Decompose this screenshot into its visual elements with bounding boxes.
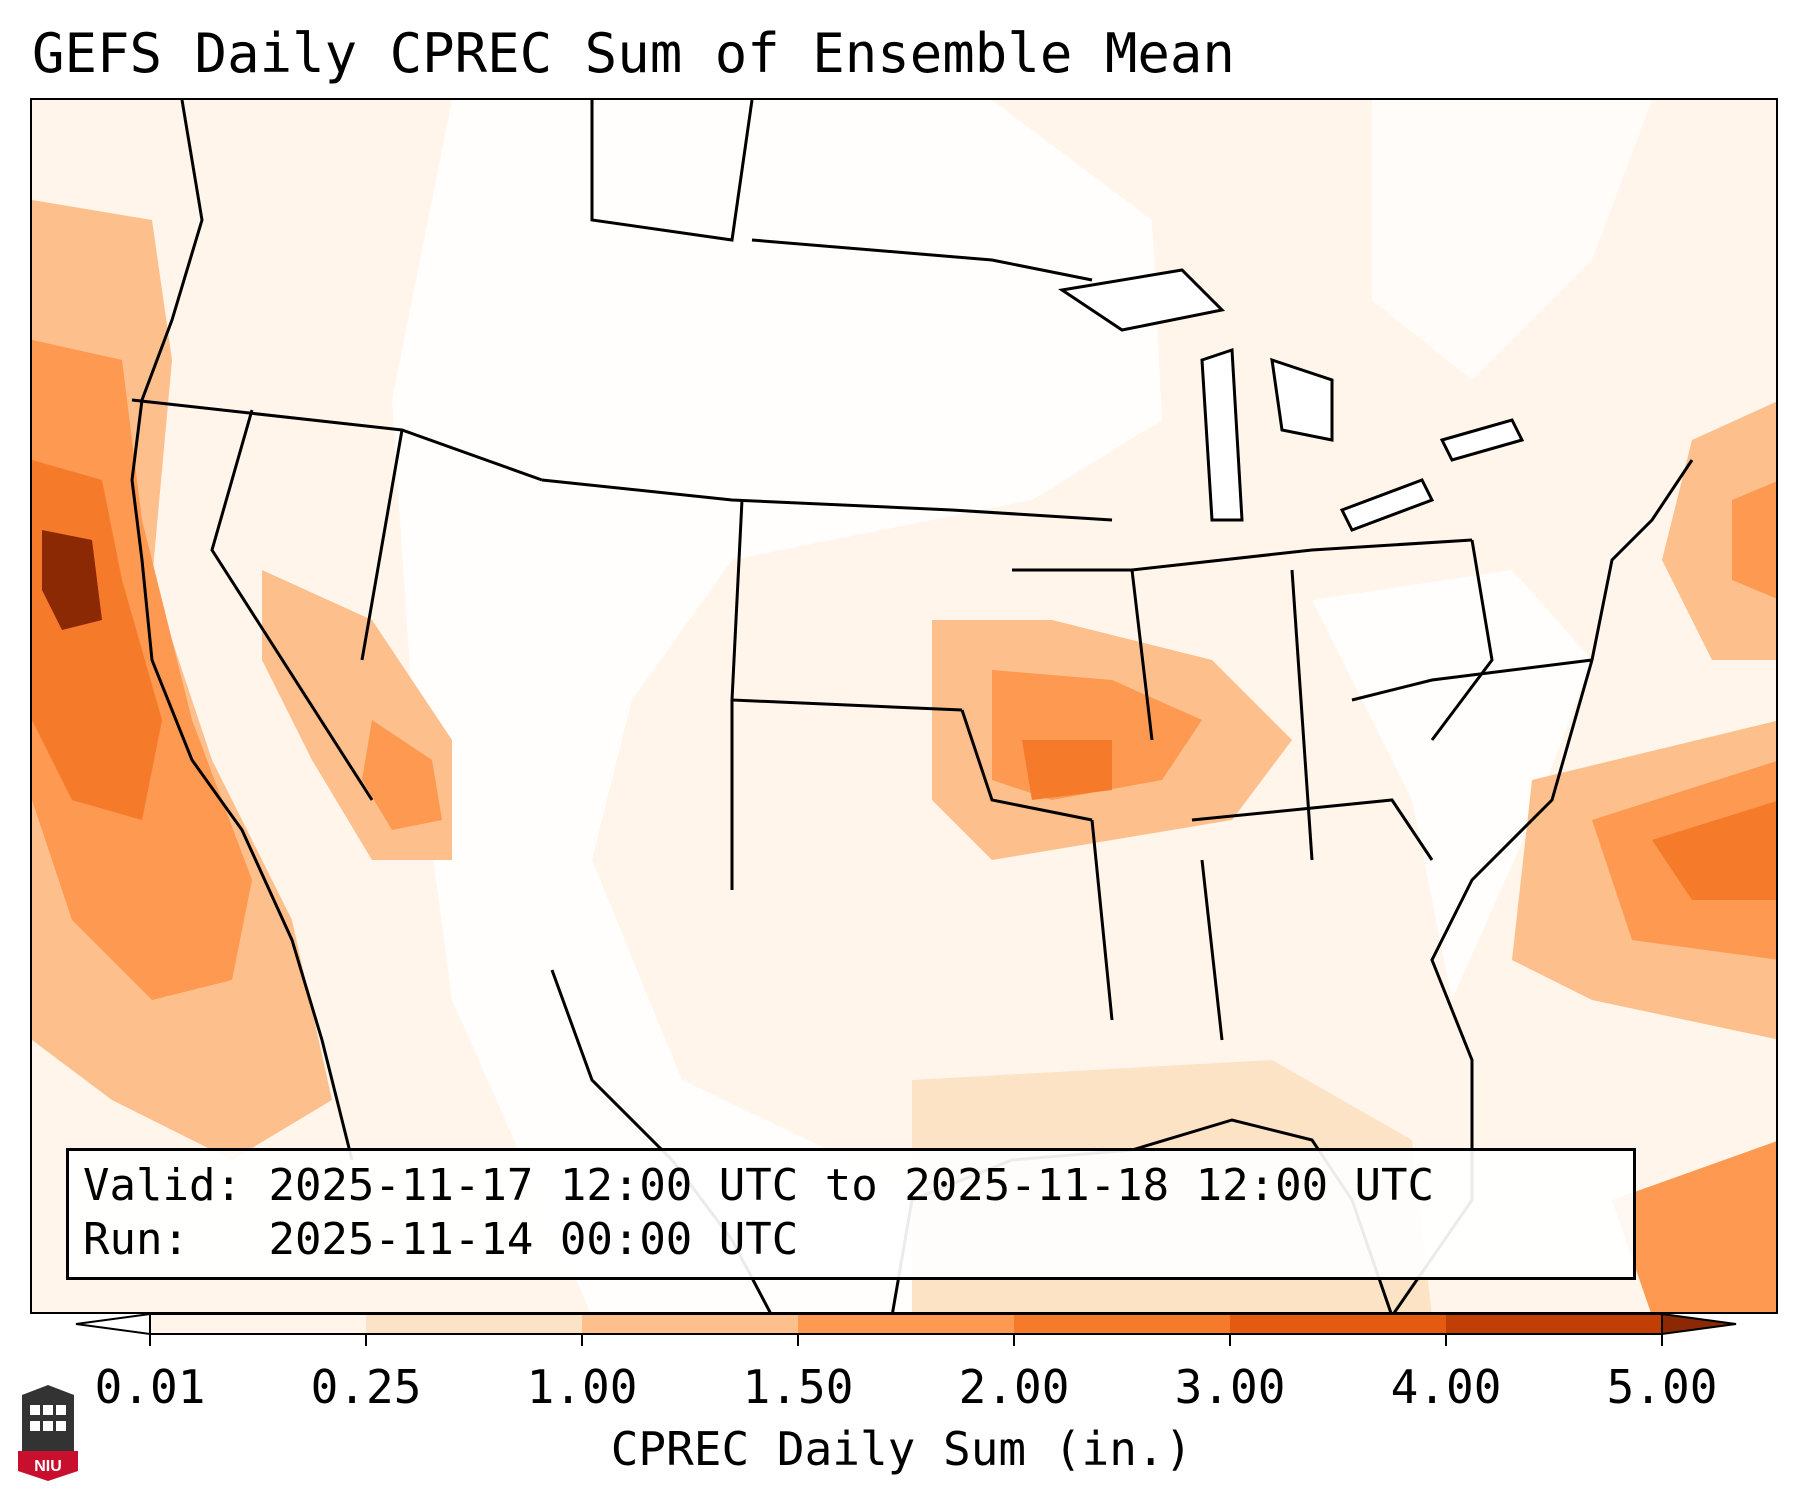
southwest-core: [362, 720, 442, 830]
dry-zone-east: [1312, 570, 1592, 1000]
colorbar-swatch: [1014, 1314, 1231, 1334]
valid-run-info-box: Valid: 2025-11-17 12:00 UTC to 2025-11-1…: [66, 1148, 1636, 1280]
colorbar-swatch: [582, 1314, 799, 1334]
colorbar-swatches: [150, 1314, 1663, 1334]
niu-logo: NIU: [18, 1385, 78, 1481]
colorbar-tick-label: 0.01: [94, 1360, 206, 1414]
logo-text: NIU: [34, 1458, 62, 1475]
lake-huron: [1270, 357, 1334, 442]
lake-erie: [1339, 478, 1435, 532]
map-canvas: [32, 100, 1776, 1312]
great-lakes: [1058, 268, 1525, 532]
colorbar-tick-label: 3.00: [1174, 1360, 1286, 1414]
pacific-max: [42, 530, 102, 630]
lake-ontario: [1439, 418, 1525, 462]
northeast-offshore-core: [1732, 481, 1776, 599]
logo-roof: [22, 1385, 74, 1395]
run-value: 2025-11-14 00:00 UTC: [268, 1214, 799, 1265]
dry-zone-canada: [1372, 100, 1652, 380]
colorbar-swatch: [798, 1314, 1015, 1334]
colorbar-swatch: [1230, 1314, 1447, 1334]
valid-label: Valid:: [83, 1160, 242, 1211]
run-label: Run:: [83, 1214, 189, 1265]
colorbar-swatch: [150, 1314, 367, 1334]
colorbar-tick-label: 1.00: [526, 1360, 638, 1414]
northeast-offshore-band: [1662, 401, 1776, 660]
colorbar-tick-label: 1.50: [742, 1360, 854, 1414]
logo-shield: [18, 1451, 78, 1481]
dry-zone-plains: [392, 100, 1162, 1312]
map-title: GEFS Daily CPREC Sum of Ensemble Mean: [32, 22, 1235, 85]
colorbar-tick-label: 0.25: [310, 1360, 422, 1414]
colorbar-tick-label: 4.00: [1390, 1360, 1502, 1414]
colorbar-swatch: [1446, 1314, 1663, 1334]
caribbean-precip: [1612, 1141, 1776, 1312]
colorbar-swatch: [366, 1314, 583, 1334]
mid-south-max: [1022, 740, 1112, 800]
atlantic-band-inner: [1652, 801, 1776, 900]
colorbar-over-extension: [1661, 1312, 1737, 1336]
colorbar-axis-label: CPREC Daily Sum (in.): [610, 1422, 1193, 1476]
precipitation-map: [30, 98, 1778, 1314]
colorbar-under-extension: [75, 1312, 151, 1336]
lake-superior: [1058, 268, 1226, 332]
lake-michigan: [1200, 347, 1244, 522]
colorbar-tick-label: 5.00: [1606, 1360, 1718, 1414]
colorbar-ticks: [149, 1334, 1663, 1346]
valid-value: 2025-11-17 12:00 UTC to 2025-11-18 12:00…: [268, 1160, 1435, 1211]
colorbar-tick-label: 2.00: [958, 1360, 1070, 1414]
coastlines-borders: [130, 100, 1694, 1312]
